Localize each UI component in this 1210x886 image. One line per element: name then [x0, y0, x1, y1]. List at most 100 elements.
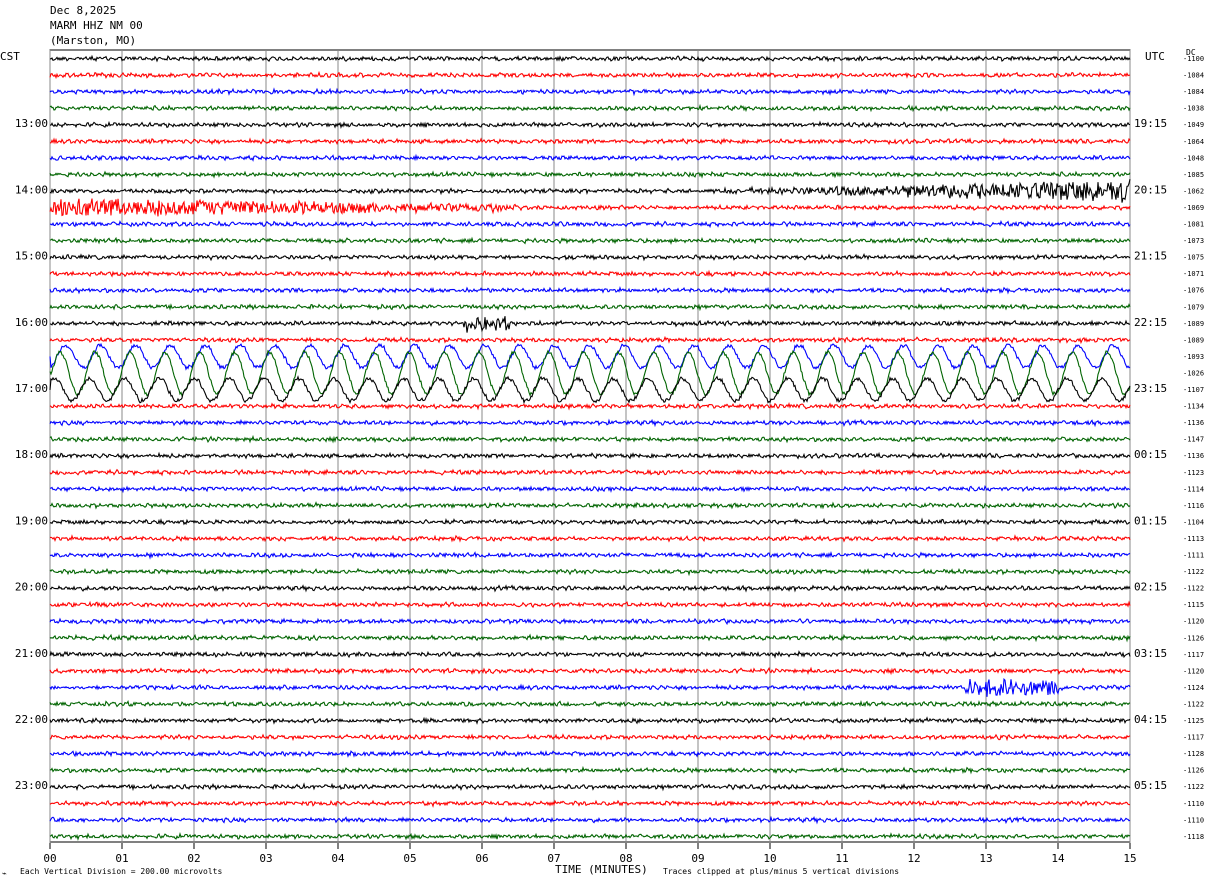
trace-line-31 — [49, 567, 1131, 577]
trace-line-17 — [49, 335, 1131, 345]
trace-line-6 — [49, 153, 1131, 162]
x-tick-label: 15 — [1123, 852, 1136, 865]
right-hour-label: 00:15 — [1134, 448, 1167, 461]
dc-offset-label: -1115 — [1183, 601, 1204, 609]
dc-offset-header: DC — [1186, 48, 1196, 57]
trace-line-43 — [49, 765, 1130, 775]
trace-line-25 — [49, 468, 1131, 477]
dc-offset-label: -1038 — [1183, 105, 1204, 113]
footer-clip-note: Traces clipped at plus/minus 5 vertical … — [663, 867, 900, 876]
left-hour-label: 13:00 — [15, 117, 48, 130]
trace-line-21 — [49, 402, 1131, 411]
trace-line-30 — [49, 551, 1131, 560]
trace-line-28 — [49, 517, 1131, 526]
right-hour-label: 20:15 — [1134, 183, 1167, 196]
trace-line-47 — [49, 831, 1131, 841]
dc-offset-label: -1134 — [1183, 403, 1204, 411]
left-timezone-label: CST — [0, 50, 20, 63]
trace-line-8 — [49, 178, 1131, 203]
x-tick-label: 08 — [619, 852, 632, 865]
dc-offset-label: -1075 — [1183, 254, 1204, 262]
right-hour-label: 01:15 — [1134, 514, 1167, 527]
trace-line-37 — [49, 666, 1131, 676]
left-hour-label: 21:00 — [15, 647, 48, 660]
dc-offset-label: -1136 — [1183, 452, 1204, 460]
right-hour-label: 23:15 — [1134, 382, 1167, 395]
x-tick-label: 09 — [691, 852, 704, 865]
dc-offset-label: -1147 — [1183, 436, 1204, 444]
dc-offset-label: -1093 — [1183, 353, 1204, 361]
trace-line-41 — [49, 733, 1131, 742]
x-tick-label: 06 — [475, 852, 488, 865]
trace-line-40 — [49, 716, 1131, 725]
dc-offset-label: -1064 — [1183, 138, 1204, 146]
trace-line-29 — [49, 534, 1131, 543]
trace-line-15 — [49, 302, 1131, 312]
left-hour-label: 17:00 — [15, 382, 48, 395]
x-tick-label: 10 — [763, 852, 776, 865]
dc-offset-label: -1123 — [1183, 469, 1204, 477]
dc-offset-label: -1107 — [1183, 386, 1204, 394]
trace-line-10 — [49, 220, 1131, 229]
left-hour-label: 16:00 — [15, 316, 48, 329]
trace-line-5 — [49, 137, 1131, 146]
trace-line-46 — [49, 815, 1131, 825]
trace-line-16 — [49, 316, 1131, 333]
dc-offset-label: -1126 — [1183, 767, 1204, 775]
trace-line-35 — [49, 633, 1131, 643]
trace-line-9 — [49, 198, 1131, 217]
trace-line-20 — [49, 375, 1131, 405]
left-hour-label: 15:00 — [15, 250, 48, 263]
right-hour-label: 04:15 — [1134, 713, 1167, 726]
dc-offset-label: -1071 — [1183, 270, 1204, 278]
dc-offset-label: -1104 — [1183, 518, 1204, 526]
trace-line-12 — [49, 252, 1131, 262]
dc-offset-label: -1084 — [1183, 72, 1204, 80]
x-tick-label: 00 — [43, 852, 56, 865]
dc-offset-label: -1122 — [1183, 568, 1204, 576]
dc-offset-label: -1118 — [1183, 833, 1204, 841]
header-location: (Marston, MO) — [50, 34, 137, 47]
trace-line-11 — [49, 236, 1131, 245]
dc-offset-label: -1126 — [1183, 634, 1204, 642]
dc-offset-label: -1089 — [1183, 320, 1204, 328]
dc-offset-label: -1076 — [1183, 287, 1204, 295]
trace-line-13 — [49, 269, 1131, 278]
trace-line-34 — [49, 617, 1131, 626]
left-hour-label: 19:00 — [15, 514, 48, 527]
x-tick-label: 13 — [979, 852, 992, 865]
trace-line-39 — [49, 699, 1131, 708]
dc-offset-label: -1120 — [1183, 667, 1204, 675]
dc-offset-label: -1048 — [1183, 154, 1204, 162]
x-tick-label: 02 — [187, 852, 200, 865]
left-hour-label: 20:00 — [15, 581, 48, 594]
trace-line-2 — [49, 87, 1131, 97]
left-hour-label: 23:00 — [15, 779, 48, 792]
dc-offset-label: -1069 — [1183, 204, 1204, 212]
dc-offset-label: -1122 — [1183, 585, 1204, 593]
left-hour-label: 22:00 — [15, 713, 48, 726]
chart-grid — [49, 49, 1131, 849]
header-date: Dec 8,2025 — [50, 4, 117, 17]
x-tick-label: 14 — [1051, 852, 1065, 865]
dc-offset-label: -1026 — [1183, 369, 1204, 377]
dc-offset-label: -1113 — [1183, 535, 1204, 543]
trace-line-33 — [49, 600, 1131, 609]
dc-offset-label: -1122 — [1183, 700, 1204, 708]
dc-offset-label: -1116 — [1183, 502, 1204, 510]
dc-offset-label: -1111 — [1183, 552, 1204, 560]
trace-line-4 — [50, 120, 1131, 129]
dc-offset-label: -1089 — [1183, 336, 1204, 344]
dc-offset-label: -1081 — [1183, 221, 1204, 229]
left-hour-label: 14:00 — [15, 183, 48, 196]
x-tick-label: 07 — [547, 852, 560, 865]
dc-offset-label: -1136 — [1183, 419, 1204, 427]
trace-line-27 — [49, 501, 1131, 510]
dc-offset-label: -1114 — [1183, 485, 1204, 493]
x-tick-label: 03 — [259, 852, 272, 865]
x-tick-label: 04 — [331, 852, 345, 865]
left-hour-label: 18:00 — [15, 448, 48, 461]
trace-line-26 — [49, 485, 1131, 494]
footer-origin-mark: ⌁ — [2, 869, 7, 878]
